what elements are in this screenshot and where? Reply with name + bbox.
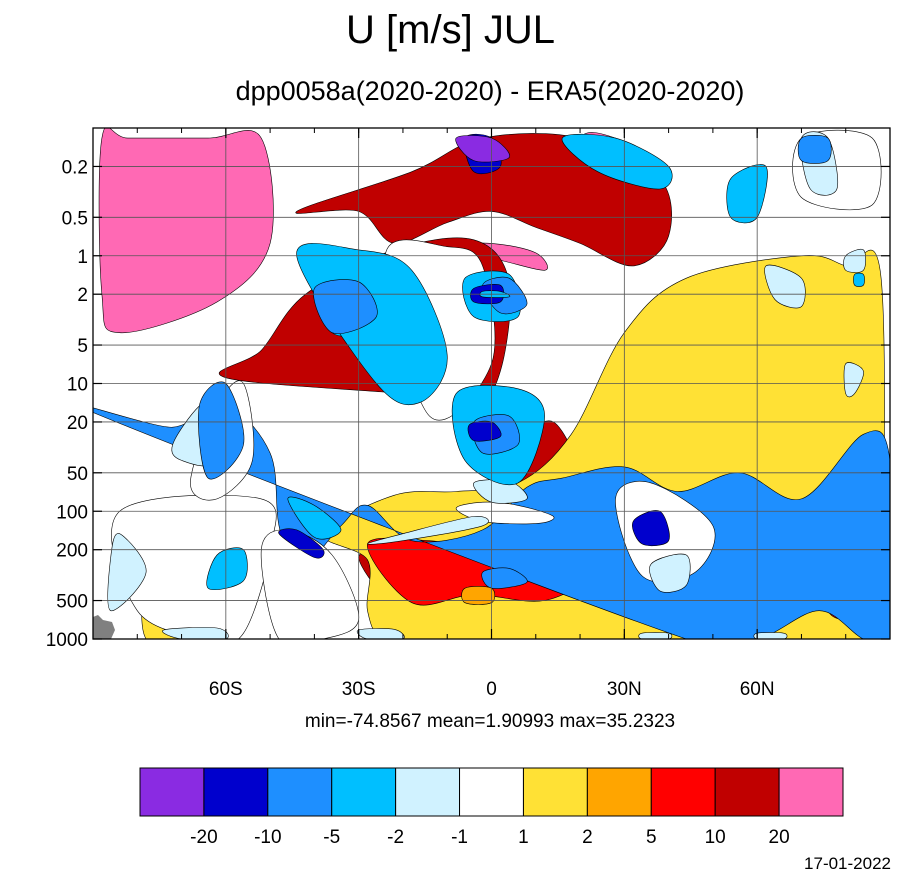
- colorbar-swatch: [459, 767, 524, 817]
- colorbar-label: -5: [323, 827, 340, 848]
- colorbar-swatch: [395, 767, 461, 817]
- y-tick-label: 500: [56, 592, 88, 613]
- colorbar-swatch: [267, 767, 333, 817]
- x-tick-label: 30S: [342, 679, 376, 700]
- colorbar-label: 2: [582, 827, 593, 848]
- chart-subtitle: dpp0058a(2020-2020) - ERA5(2020-2020): [235, 76, 745, 106]
- contour-region: [853, 272, 865, 287]
- y-tick-label: 20: [67, 413, 88, 434]
- colorbar-swatch: [586, 767, 652, 817]
- contour-region: [356, 628, 405, 639]
- y-tick-label: 2: [77, 285, 88, 306]
- y-tick-label: 1000: [46, 630, 88, 651]
- colorbar-label: -10: [254, 827, 281, 848]
- contour-region: [467, 420, 502, 442]
- x-tick-label: 30N: [607, 679, 642, 700]
- colorbar-label: 1: [518, 827, 529, 848]
- colorbar-label: 5: [646, 827, 657, 848]
- contour-region: [367, 516, 489, 545]
- x-tick-label: 60N: [740, 679, 775, 700]
- contour-region: [206, 547, 248, 591]
- colorbar: -20 -10 -5 -2 -1 1 2 5 10 20: [139, 767, 844, 848]
- colorbar-swatch: [778, 767, 844, 817]
- contour-region: [481, 567, 528, 589]
- x-tick-label: 0: [486, 679, 497, 700]
- colorbar-swatch: [331, 767, 397, 817]
- colorbar-label: -2: [387, 827, 404, 848]
- contour-region: [638, 632, 673, 639]
- contour-region: [455, 135, 510, 163]
- x-tick-label: 60S: [209, 679, 243, 700]
- contour-fill-layer: [93, 128, 890, 639]
- y-tick-label: 5: [77, 336, 88, 357]
- contour-region: [764, 264, 806, 309]
- y-tick-label: 200: [56, 541, 88, 562]
- contour-region: [561, 133, 673, 190]
- contour-region: [111, 494, 277, 639]
- stats-text: min=-74.8567 mean=1.90993 max=35.2323: [304, 711, 676, 732]
- contour-region: [649, 553, 691, 593]
- contour-region: [843, 362, 864, 398]
- colorbar-swatch: [522, 767, 588, 817]
- y-tick-label: 100: [56, 502, 88, 523]
- orography-mask: [93, 615, 115, 639]
- contour-region: [198, 381, 245, 480]
- date-stamp: 17-01-2022: [804, 854, 891, 873]
- contour-region: [162, 627, 229, 639]
- x-axis: 60S 30S 0 30N 60N: [209, 128, 775, 700]
- colorbar-label: 10: [705, 827, 726, 848]
- contour-region: [461, 586, 496, 605]
- y-tick-label: 10: [67, 375, 88, 396]
- y-tick-label: 1: [77, 247, 88, 268]
- contour-region: [797, 135, 832, 164]
- chart-title: U [m/s] JUL: [346, 8, 555, 52]
- y-axis: 0.2 0.5 1 2 5 10 20 50 100 200 500 1000: [46, 157, 890, 651]
- grid-lines: [93, 128, 890, 640]
- contour-region: [843, 249, 866, 273]
- colorbar-swatch: [139, 767, 205, 817]
- contour-region: [313, 279, 378, 335]
- colorbar-label: 20: [769, 827, 790, 848]
- colorbar-swatch: [714, 767, 780, 817]
- y-tick-label: 0.2: [62, 157, 88, 178]
- contour-region: [287, 496, 342, 540]
- colorbar-label: -1: [451, 827, 468, 848]
- contour-region: [753, 632, 788, 639]
- colorbar-swatch: [203, 767, 269, 817]
- y-tick-label: 50: [67, 464, 88, 485]
- colorbar-swatch: [650, 767, 716, 817]
- colorbar-label: -20: [190, 827, 217, 848]
- y-tick-label: 0.5: [62, 208, 88, 229]
